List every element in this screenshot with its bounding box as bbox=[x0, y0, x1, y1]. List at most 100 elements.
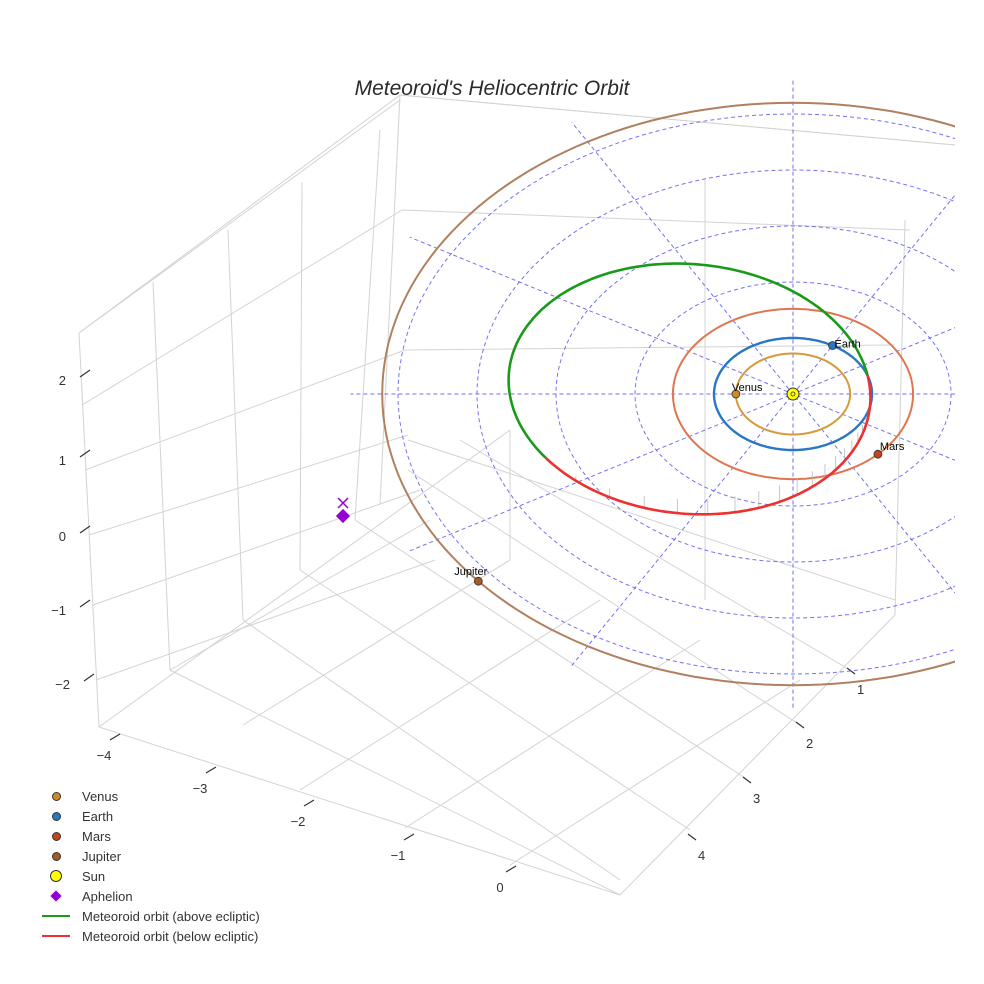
y-tick-mark bbox=[846, 667, 856, 675]
x-tick-mark bbox=[403, 833, 415, 841]
jupiter-label: Jupiter bbox=[454, 566, 487, 578]
legend-label: Aphelion bbox=[82, 888, 133, 904]
grid-line-floor-x-1 bbox=[242, 559, 511, 726]
sun-marker bbox=[786, 387, 800, 401]
grid-line-back-2 bbox=[227, 229, 244, 621]
z-tick-label: −1 bbox=[51, 603, 66, 618]
x-tick-label: −2 bbox=[291, 814, 306, 829]
mars-label: Mars bbox=[880, 441, 905, 453]
y-tick-label: 3 bbox=[753, 791, 760, 806]
aphelion-ground-marker bbox=[337, 497, 349, 509]
x-tick-label: −1 bbox=[391, 848, 406, 863]
legend-item[interactable]: Meteoroid orbit (below ecliptic) bbox=[40, 926, 260, 946]
polar-grid-ring bbox=[634, 281, 952, 507]
grid-line-left-5 bbox=[95, 559, 436, 681]
grid-line-back-4 bbox=[354, 129, 381, 521]
legend-line bbox=[42, 915, 70, 917]
z-tick-label: 1 bbox=[59, 453, 66, 468]
grid-line-back-1 bbox=[152, 281, 171, 671]
legend-symbol bbox=[40, 929, 72, 943]
legend-line bbox=[42, 935, 70, 937]
earth-label: Earth bbox=[835, 339, 861, 351]
meteoroid-orbit-above bbox=[507, 262, 869, 459]
grid-line-floor-0 bbox=[169, 669, 621, 896]
z-tick-label: 0 bbox=[59, 529, 66, 544]
earth-marker bbox=[828, 341, 837, 350]
grid-edge-top-left bbox=[78, 94, 401, 334]
legend-item[interactable]: Mars bbox=[40, 826, 260, 846]
legend-dot bbox=[51, 791, 61, 801]
polar-grid-ring bbox=[397, 113, 955, 675]
legend-dot bbox=[51, 851, 61, 861]
legend-item[interactable]: Meteoroid orbit (above ecliptic) bbox=[40, 906, 260, 926]
grid-line-back-0 bbox=[78, 332, 100, 728]
y-tick-mark bbox=[795, 721, 805, 729]
x-tick-label: 0 bbox=[496, 880, 503, 895]
grid-line-floor-5 bbox=[459, 439, 851, 671]
grid-edge-floor-front bbox=[98, 726, 621, 896]
grid-line-right-0 bbox=[399, 94, 956, 146]
y-tick-label: 4 bbox=[698, 848, 705, 863]
y-tick-mark bbox=[742, 776, 752, 784]
legend-symbol bbox=[40, 889, 72, 903]
legend-label: Venus bbox=[82, 788, 119, 804]
legend-diamond bbox=[50, 890, 62, 902]
x-tick-mark bbox=[303, 799, 315, 807]
jupiter-orbit bbox=[381, 101, 955, 687]
legend-dot bbox=[50, 870, 62, 882]
legend-symbol bbox=[40, 909, 72, 923]
venus-label: Venus bbox=[732, 382, 763, 394]
grid-line-right-v-2 bbox=[894, 219, 906, 616]
grid-line-right-3 bbox=[407, 439, 896, 601]
legend-item[interactable]: Earth bbox=[40, 806, 260, 826]
z-tick-mark bbox=[79, 449, 91, 458]
x-tick-label: −4 bbox=[97, 748, 112, 763]
legend-label: Earth bbox=[82, 808, 114, 824]
grid-line-floor-x-5 bbox=[619, 614, 896, 896]
legend-label: Mars bbox=[82, 828, 111, 844]
legend-label: Sun bbox=[82, 868, 106, 884]
legend: Venus Earth Mars Jupiter Sun Aphelion Meteoroi… bbox=[40, 786, 260, 946]
legend-dot bbox=[51, 831, 61, 841]
x-tick-label: −3 bbox=[193, 781, 208, 796]
legend-symbol bbox=[40, 809, 72, 823]
z-tick-label: 2 bbox=[59, 373, 66, 388]
legend-symbol bbox=[40, 789, 72, 803]
grid-line-floor-x-3 bbox=[404, 639, 701, 829]
grid-edge-floor-left bbox=[98, 429, 511, 728]
legend-symbol bbox=[40, 869, 72, 883]
legend-item[interactable]: Venus bbox=[40, 786, 260, 806]
planet-labels: Venus Earth Mars Jupiter bbox=[454, 339, 905, 579]
z-tick-mark bbox=[79, 599, 91, 608]
axis-ticks: 2 1 0 −1 −2 −4 −3 −2 −1 0 1 2 3 4 bbox=[51, 369, 864, 895]
grid-line-right-1 bbox=[401, 209, 911, 231]
jupiter-marker bbox=[473, 576, 483, 586]
legend-symbol bbox=[40, 849, 72, 863]
legend-dot bbox=[51, 811, 61, 821]
legend-item[interactable]: Jupiter bbox=[40, 846, 260, 866]
sun-center bbox=[790, 391, 796, 397]
grid-line-left-2 bbox=[84, 349, 406, 471]
y-tick-mark bbox=[687, 833, 697, 841]
venus-marker bbox=[731, 389, 741, 399]
grid-line-left-1 bbox=[81, 209, 403, 406]
legend-item[interactable]: Aphelion bbox=[40, 886, 260, 906]
legend-symbol bbox=[40, 829, 72, 843]
grid-line-back-3 bbox=[299, 181, 303, 571]
x-tick-mark bbox=[505, 865, 517, 873]
grid-line-left-0 bbox=[78, 99, 401, 334]
legend-item[interactable]: Sun bbox=[40, 866, 260, 886]
z-tick-mark bbox=[83, 673, 95, 682]
x-tick-mark bbox=[109, 733, 121, 741]
x-tick-mark bbox=[205, 766, 217, 774]
grid-line-floor-2 bbox=[299, 569, 691, 831]
scene bbox=[335, 80, 955, 708]
grid-line-left-4 bbox=[92, 489, 421, 606]
legend-label: Jupiter bbox=[82, 848, 122, 864]
z-tick-mark bbox=[79, 369, 91, 378]
y-tick-label: 1 bbox=[857, 682, 864, 697]
meteoroid-orbit-below bbox=[544, 397, 872, 516]
box-grid bbox=[78, 94, 956, 896]
z-tick-label: −2 bbox=[55, 677, 70, 692]
